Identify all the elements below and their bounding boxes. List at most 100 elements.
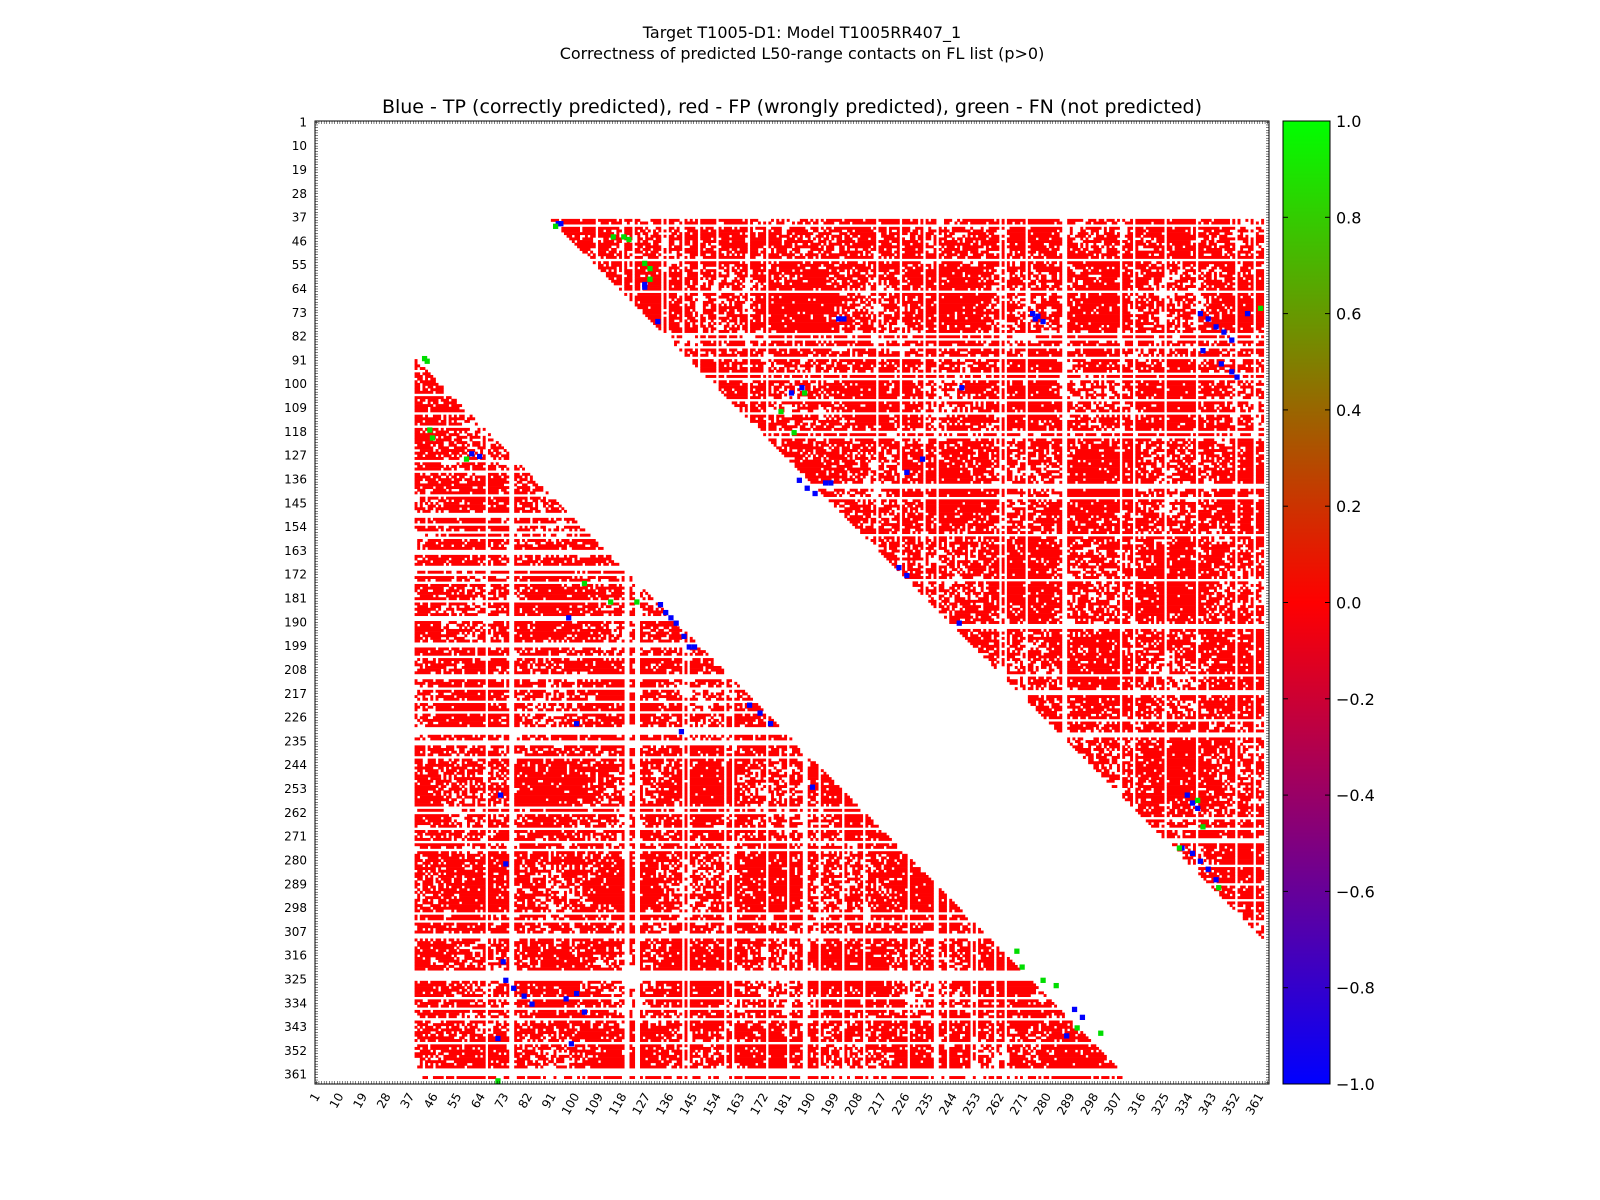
- fp-contact-run: [1182, 300, 1186, 304]
- fp-contact-run: [925, 274, 937, 278]
- fp-contact-run: [1237, 279, 1249, 283]
- fp-contact-run: [1106, 539, 1110, 542]
- fp-contact-run: [619, 218, 622, 222]
- fp-contact-run: [894, 269, 900, 273]
- fp-contact-run: [1206, 340, 1210, 344]
- fp-contact-run: [1001, 438, 1005, 442]
- fp-contact-run: [1027, 504, 1034, 508]
- fp-contact-run: [878, 390, 887, 394]
- fp-contact-run: [841, 327, 856, 331]
- fp-contact-run: [1224, 390, 1233, 394]
- fp-contact-run: [920, 263, 924, 267]
- fp-contact-run: [888, 324, 892, 328]
- fp-contact-run: [975, 475, 979, 479]
- fp-contact-run: [718, 322, 722, 326]
- fp-contact-run: [1140, 531, 1144, 535]
- fp-contact-run: [1137, 382, 1147, 386]
- fp-contact-run: [1174, 295, 1189, 299]
- fp-contact-run: [810, 218, 814, 222]
- fp-contact-run: [1229, 359, 1236, 363]
- fp-contact-run: [695, 335, 698, 339]
- fp-contact-run: [1122, 523, 1134, 527]
- fp-contact-run: [794, 245, 819, 249]
- fp-contact-run: [993, 361, 997, 365]
- fp-contact-run: [1043, 491, 1047, 495]
- fp-contact-run: [1006, 221, 1013, 225]
- fp-contact-run: [684, 261, 698, 265]
- fp-contact-run: [710, 327, 717, 331]
- fp-contact-run: [938, 470, 961, 474]
- fp-contact-run: [967, 462, 974, 466]
- fp-contact-run: [1179, 282, 1183, 286]
- fp-contact-run: [852, 351, 856, 355]
- fp-contact-run: [1211, 456, 1215, 460]
- fp-contact-run: [1111, 557, 1115, 561]
- fp-contact-run: [854, 229, 874, 233]
- fp-contact-run: [983, 560, 992, 564]
- fp-contact-run: [896, 536, 900, 540]
- fp-contact-run: [1006, 419, 1016, 423]
- fp-contact-run: [878, 269, 890, 273]
- fp-contact-run: [689, 300, 696, 304]
- fp-contact-run: [1198, 544, 1210, 548]
- fp-contact-run: [868, 282, 871, 286]
- fp-contact-run: [1067, 298, 1071, 302]
- fp-contact-run: [1261, 277, 1265, 281]
- fp-contact-run: [828, 229, 843, 233]
- fp-contact-run: [1232, 539, 1236, 542]
- fp-contact-run: [1069, 308, 1094, 312]
- fp-contact-run: [1069, 380, 1073, 384]
- fp-contact-run: [886, 359, 900, 363]
- fp-contact-run: [1033, 491, 1042, 495]
- fp-contact-run: [975, 459, 992, 463]
- fp-contact-run: [663, 327, 667, 331]
- fp-contact-run: [996, 218, 1000, 222]
- fp-contact-run: [718, 316, 730, 320]
- fp-contact-run: [1169, 446, 1178, 450]
- fp-contact-run: [1213, 562, 1230, 566]
- fp-contact-run: [1054, 232, 1060, 236]
- fp-contact-run: [755, 282, 759, 286]
- fp-contact-run: [1027, 517, 1034, 521]
- fp-contact-run: [852, 353, 856, 357]
- fp-contact-run: [1192, 303, 1196, 307]
- fp-contact-run: [684, 282, 691, 286]
- fp-contact-run: [1101, 441, 1110, 445]
- fp-contact-run: [645, 245, 662, 249]
- fp-contact-run: [797, 277, 827, 281]
- fp-contact-run: [909, 507, 919, 511]
- fp-contact-run: [868, 425, 874, 429]
- fp-contact-run: [789, 359, 801, 363]
- fp-contact-run: [1135, 491, 1147, 495]
- fp-contact-run: [684, 255, 688, 259]
- fp-contact-run: [833, 226, 871, 230]
- fp-contact-run: [1198, 499, 1202, 503]
- fp-contact-run: [1122, 443, 1134, 447]
- fp-contact-run: [1006, 303, 1018, 307]
- fp-contact-run: [1124, 340, 1134, 344]
- fp-contact-run: [750, 409, 761, 413]
- fp-contact-run: [902, 240, 919, 243]
- fp-contact-run: [862, 364, 871, 368]
- fp-contact-run: [1106, 554, 1120, 558]
- fp-contact-run: [1248, 560, 1254, 564]
- fp-contact-run: [1027, 438, 1034, 442]
- fp-contact-run: [1020, 271, 1023, 275]
- fp-contact-run: [839, 494, 843, 497]
- fp-contact-run: [938, 266, 958, 270]
- fp-contact-run: [1012, 382, 1023, 386]
- fp-contact-run: [1179, 367, 1196, 370]
- fp-contact-run: [1111, 361, 1118, 365]
- fp-contact-run: [902, 562, 905, 566]
- fp-contact-run: [949, 433, 953, 437]
- fp-contact-run: [1182, 316, 1194, 320]
- fp-contact-run: [988, 364, 997, 368]
- fp-contact-run: [1109, 470, 1120, 474]
- fp-contact-run: [1198, 266, 1207, 270]
- fp-contact-run: [925, 515, 934, 519]
- fp-contact-run: [726, 285, 730, 288]
- fp-contact-run: [1122, 451, 1134, 455]
- fp-contact-run: [996, 438, 1000, 442]
- fp-contact-run: [946, 263, 961, 267]
- fp-contact-run: [925, 271, 937, 275]
